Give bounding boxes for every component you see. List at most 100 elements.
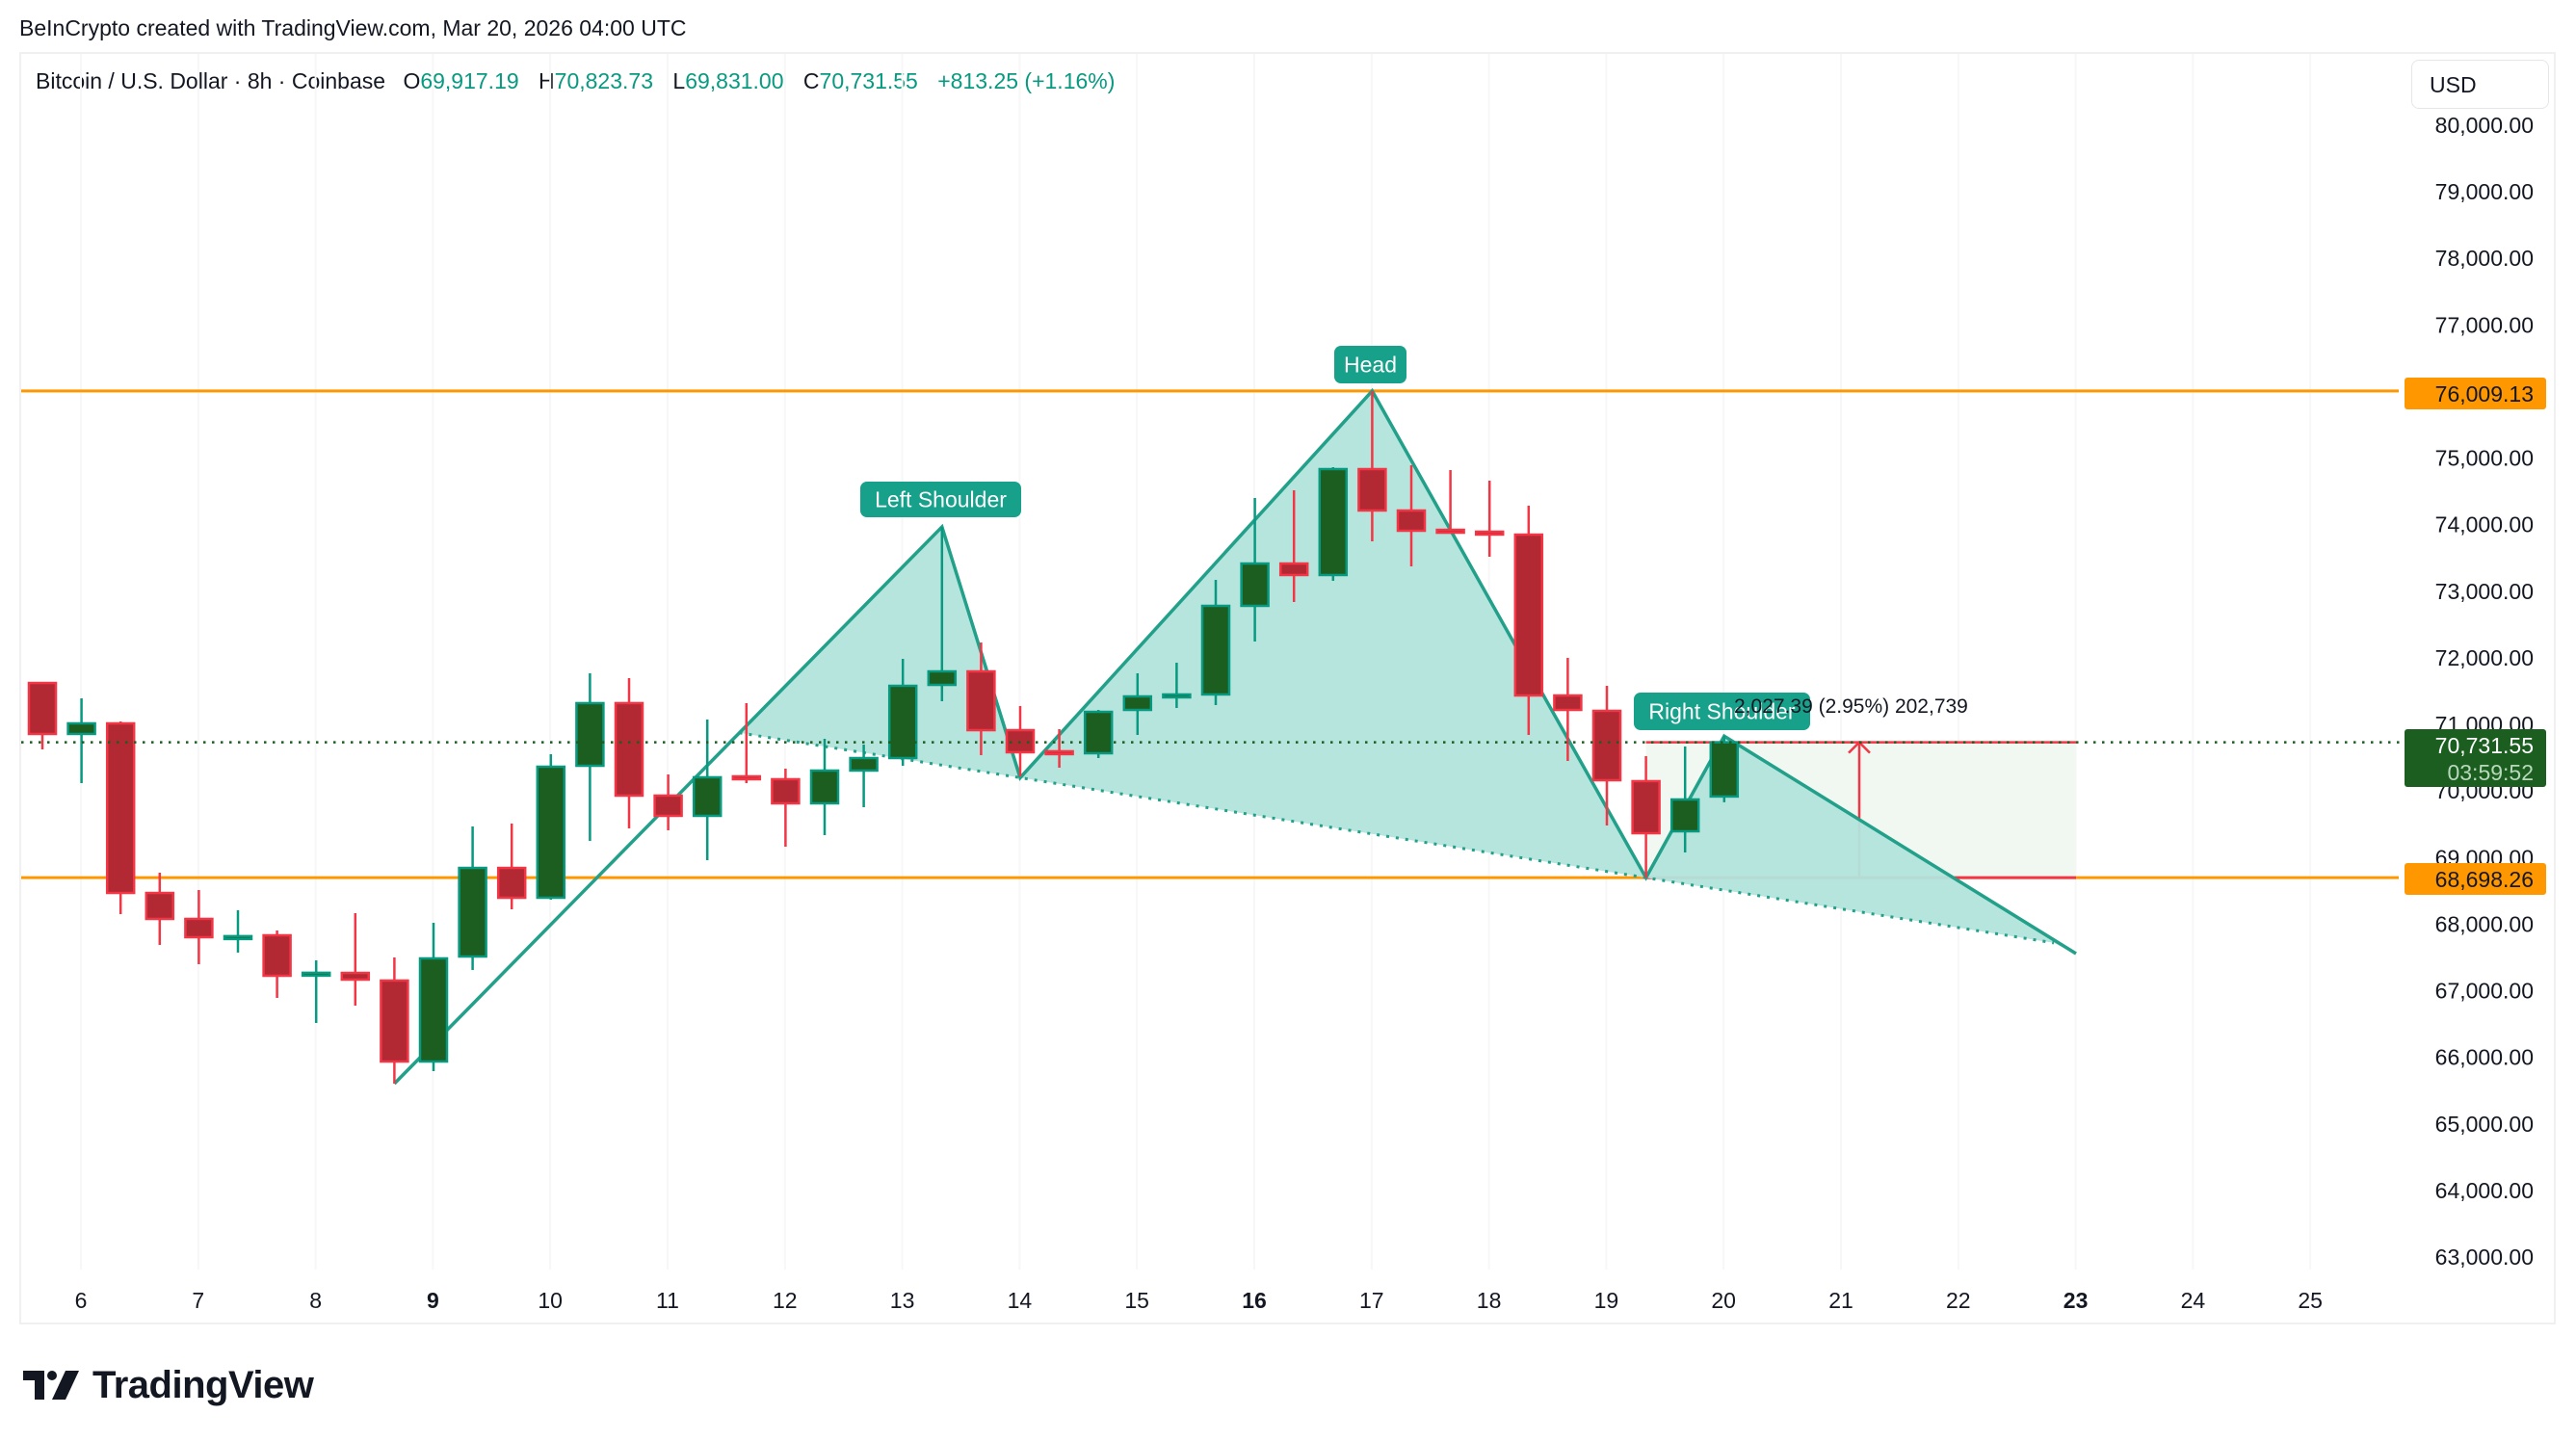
candle (809, 739, 840, 836)
pattern-fill (739, 390, 2076, 954)
price-tick: 80,000.00 (2435, 113, 2534, 138)
candle (731, 702, 762, 783)
svg-text:70,731.55: 70,731.55 (2435, 733, 2534, 758)
resistance-price-label[interactable]: 76,009.13 (2405, 378, 2546, 409)
right-shoulder-label[interactable]: Right Shoulder (1634, 693, 1810, 730)
candle (1162, 663, 1192, 709)
time-tick: 8 (309, 1288, 322, 1313)
candle (1278, 489, 1309, 602)
candle (692, 719, 723, 861)
candle (1474, 481, 1505, 557)
candle (575, 672, 605, 841)
candle (614, 677, 644, 828)
candles (27, 390, 1740, 1084)
price-tick: 72,000.00 (2435, 645, 2534, 670)
candle (849, 745, 879, 807)
candle (145, 873, 175, 946)
price-tick: 66,000.00 (2435, 1045, 2534, 1070)
head-and-shoulders-pattern[interactable] (393, 387, 2077, 1086)
price-tick: 74,000.00 (2435, 512, 2534, 537)
candle (887, 658, 918, 767)
price-tick: 73,000.00 (2435, 579, 2534, 604)
svg-text:03:59:52: 03:59:52 (2447, 760, 2534, 785)
candle (771, 768, 801, 847)
candle (927, 527, 958, 702)
candle (418, 922, 449, 1071)
support-price-label[interactable]: 68,698.26 (2405, 863, 2546, 895)
time-tick: 24 (2181, 1288, 2206, 1313)
pattern-labels[interactable]: Left Shoulder Head Right Shoulder2,027.39 … (860, 346, 1968, 730)
candle (1553, 658, 1583, 762)
symbol-title[interactable]: Bitcoin / U.S. Dollar · 8h · Coinbase (36, 68, 386, 93)
time-tick: 20 (1711, 1288, 1736, 1313)
price-tick: 63,000.00 (2435, 1244, 2534, 1270)
high-value: 70,823.73 (554, 68, 653, 93)
measure-label: 2,027.39 (2.95%) 202,739 (1734, 695, 1968, 718)
svg-text:Head: Head (1344, 353, 1397, 378)
candle (1122, 672, 1153, 736)
candle (27, 681, 58, 749)
candle (1200, 580, 1231, 706)
time-tick: 14 (1008, 1288, 1033, 1313)
candle (966, 642, 996, 756)
open-label: O (403, 68, 421, 93)
candle (223, 909, 253, 953)
candle (1044, 728, 1074, 769)
candle (380, 957, 409, 1084)
time-tick: 12 (773, 1288, 798, 1313)
time-tick: 6 (75, 1288, 88, 1313)
price-tick: 79,000.00 (2435, 179, 2534, 204)
candle (1631, 755, 1661, 878)
candle (1709, 736, 1740, 802)
tradingview-logo-icon (23, 1371, 79, 1400)
time-tick: 19 (1594, 1288, 1619, 1313)
candle (105, 720, 136, 915)
time-axis[interactable]: 6 7 8 9 10 11 12 13 14 15 16 17 18 19 20 21 22 23 24 25 (75, 1288, 2323, 1313)
symbol-legend: Bitcoin / U.S. Dollar · 8h · Coinbase O 6… (36, 68, 1115, 94)
candle (184, 889, 214, 964)
grid-lines (80, 54, 2312, 1270)
neckline[interactable] (739, 731, 2055, 945)
close-label: C (802, 68, 820, 93)
svg-text:Left Shoulder: Left Shoulder (875, 487, 1007, 512)
candle (66, 697, 96, 783)
candle (1396, 464, 1427, 566)
change-value: +813.25 (+1.16%) (937, 68, 1116, 93)
tradingview-logo[interactable]: TradingView (23, 1363, 314, 1406)
svg-text:68,698.26: 68,698.26 (2435, 867, 2534, 892)
left-shoulder-label[interactable]: Left Shoulder (860, 482, 1021, 517)
time-tick: 22 (1946, 1288, 1971, 1313)
chart-frame[interactable] (19, 52, 2556, 1324)
currency-selector[interactable]: USD (2411, 60, 2549, 109)
candle (301, 959, 331, 1024)
low-value: 69,831.00 (685, 68, 784, 93)
candle (1318, 467, 1349, 581)
price-tick: 77,000.00 (2435, 312, 2534, 337)
time-tick: 23 (2063, 1288, 2089, 1313)
price-tick: 68,000.00 (2435, 911, 2534, 936)
time-tick: 10 (538, 1288, 563, 1313)
time-tick: 7 (192, 1288, 204, 1313)
time-tick: 21 (1828, 1288, 1853, 1313)
candle (262, 930, 292, 999)
candle (340, 912, 371, 1006)
candle (1513, 506, 1544, 736)
head-label[interactable]: Head (1334, 346, 1406, 383)
svg-text:76,009.13: 76,009.13 (2435, 381, 2534, 406)
time-tick: 9 (427, 1288, 439, 1313)
candle (458, 826, 487, 970)
price-tick: 75,000.00 (2435, 446, 2534, 471)
price-tick: 78,000.00 (2435, 246, 2534, 271)
price-axis[interactable]: 80,000.00 79,000.00 78,000.00 77,000.00 76,0… (2405, 113, 2546, 1270)
time-tick: 11 (656, 1288, 679, 1313)
svg-text:Right Shoulder: Right Shoulder (1648, 699, 1795, 724)
candle (1357, 390, 1387, 541)
price-tick: 67,000.00 (2435, 979, 2534, 1004)
price-tick: 65,000.00 (2435, 1112, 2534, 1137)
time-tick: 18 (1477, 1288, 1502, 1313)
candle (1669, 747, 1700, 852)
candle (496, 823, 527, 910)
tradingview-logo-text: TradingView (92, 1363, 314, 1406)
